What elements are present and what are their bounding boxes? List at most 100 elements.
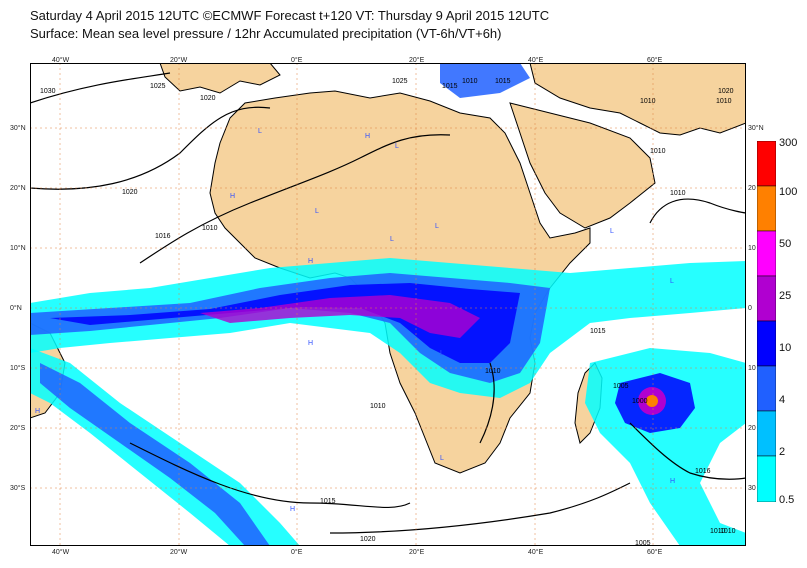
isobar-label: 1010 — [202, 225, 218, 232]
land-europe-north — [159, 63, 281, 94]
lat-tick-left: 30°N — [10, 125, 26, 132]
legend-swatch-4 — [757, 365, 776, 412]
legend-label: 2 — [779, 446, 786, 458]
lon-tick-bottom: 40°E — [528, 549, 544, 556]
isobar-label: 1010 — [370, 403, 386, 410]
lat-tick-right: 30°N — [748, 125, 764, 132]
isobar-label: 1010 — [650, 148, 666, 155]
legend-label: 25 — [779, 290, 792, 302]
isobar-label: 1010 — [720, 528, 736, 535]
lat-tick-left: 0°N — [10, 305, 22, 312]
precip-itcz-intense — [200, 295, 480, 338]
lon-tick-top: 60°E — [647, 57, 663, 64]
isobar-label: 1010 — [485, 368, 501, 375]
isobar-label: 1025 — [392, 78, 408, 85]
legend-swatch-10 — [757, 320, 776, 367]
lat-tick-left: 10°N — [10, 245, 26, 252]
map-frame — [30, 63, 746, 546]
isobar-label: 1005 — [613, 383, 629, 390]
chart-title: Saturday 4 April 2015 12UTC ©ECMWF Forec… — [30, 8, 550, 23]
lat-tick-left: 20°N — [10, 185, 26, 192]
isobar-label: 1010 — [640, 98, 656, 105]
isobar-line — [30, 72, 171, 104]
legend-swatch-25 — [757, 275, 776, 322]
pressure-centre: L — [670, 278, 674, 285]
isobar-labels: 1030 1025 1020 1020 1016 1010 1025 1015 … — [40, 78, 736, 546]
legend-label: 300 — [779, 137, 798, 149]
precip-cyclone-eye — [646, 395, 658, 407]
lat-tick-right: 10 — [748, 245, 756, 252]
isobar-line — [479, 362, 495, 444]
isobar-label: 1000 — [632, 398, 648, 405]
pressure-centre: H — [308, 258, 313, 265]
lat-tick-right: 10 — [748, 365, 756, 372]
isobar-line — [30, 106, 271, 190]
lon-tick-bottom: 20°W — [170, 549, 188, 556]
isobar-label: 1016 — [695, 468, 711, 475]
legend-swatch-100 — [757, 185, 776, 232]
isobar-line — [329, 482, 631, 534]
lat-tick-right: 20 — [748, 185, 756, 192]
pressure-centre: L — [395, 143, 399, 150]
precip-southwest-band-core — [40, 363, 270, 546]
pressure-centre-markers: L H L H L H L L H L L H H L L H — [35, 128, 675, 513]
isobar-label: 1010 — [462, 78, 478, 85]
legend-swatch-0.5 — [757, 455, 776, 502]
pressure-centre: H — [670, 478, 675, 485]
lat-tick-right: 20 — [748, 425, 756, 432]
isobar-label: 1010 — [710, 528, 726, 535]
pressure-centre: H — [365, 133, 370, 140]
pressure-centre: L — [440, 350, 444, 357]
precipitation-field — [30, 63, 746, 546]
lon-tick-bottom: 40°W — [52, 549, 70, 556]
pressure-centre: L — [315, 208, 319, 215]
weather-map: 1030 1025 1020 1020 1016 1010 1025 1015 … — [30, 63, 746, 546]
pressure-centre: H — [290, 506, 295, 513]
precip-legend — [757, 141, 776, 502]
lon-tick-top: 20°E — [409, 57, 425, 64]
pressure-centre: L — [610, 228, 614, 235]
isobar-label: 1025 — [150, 83, 166, 90]
lat-tick-right: 0 — [748, 305, 752, 312]
isobar-lines — [30, 72, 746, 534]
precip-itcz-light — [30, 258, 746, 398]
lon-tick-bottom: 60°E — [647, 549, 663, 556]
land-asia — [529, 63, 746, 136]
pressure-centre: L — [440, 455, 444, 462]
lon-tick-top: 40°W — [52, 57, 70, 64]
legend-swatch-300 — [757, 141, 776, 187]
pressure-centre: H — [35, 408, 40, 415]
isobar-label: 1010 — [716, 98, 732, 105]
isobar-line — [139, 134, 451, 264]
isobar-label: 1020 — [122, 189, 138, 196]
legend-label: 10 — [779, 342, 792, 354]
pressure-centre: L — [435, 223, 439, 230]
lon-tick-top: 0°E — [291, 57, 303, 64]
legend-label: 100 — [779, 186, 798, 198]
isobar-line — [649, 198, 746, 224]
isobar-label: 1015 — [320, 498, 336, 505]
legend-swatch-2 — [757, 410, 776, 457]
legend-label: 50 — [779, 238, 792, 250]
isobar-label: 1015 — [495, 78, 511, 85]
chart-subtitle: Surface: Mean sea level pressure / 12hr … — [30, 26, 502, 41]
pressure-centre: L — [390, 236, 394, 243]
isobar-line — [129, 442, 411, 509]
isobar-label: 1020 — [360, 536, 376, 543]
pressure-centre: L — [258, 128, 262, 135]
pressure-centre: H — [308, 340, 313, 347]
isobar-label: 1010 — [670, 190, 686, 197]
isobar-label: 1015 — [442, 83, 458, 90]
graticule — [30, 63, 746, 546]
isobar-label: 1015 — [590, 328, 606, 335]
lat-tick-left: 30°S — [10, 485, 26, 492]
land-arabia — [509, 102, 656, 229]
lat-tick-right: 30 — [748, 485, 756, 492]
lon-tick-bottom: 0°E — [291, 549, 303, 556]
isobar-label: 1016 — [155, 233, 171, 240]
lon-tick-top: 40°E — [528, 57, 544, 64]
isobar-label: 1030 — [40, 88, 56, 95]
isobar-line — [629, 422, 746, 480]
legend-label: 0.5 — [779, 494, 795, 506]
lon-tick-top: 20°W — [170, 57, 188, 64]
